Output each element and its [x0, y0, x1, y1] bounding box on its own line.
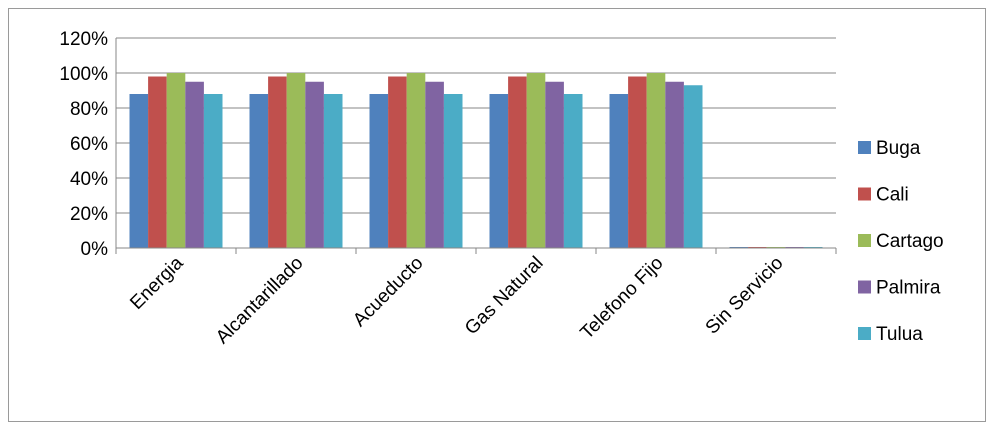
bar-cartago-4 [646, 73, 666, 248]
y-tick-label: 40% [70, 169, 108, 190]
bar-cartago-1 [286, 73, 306, 248]
bar-cali-3 [508, 76, 527, 248]
bar-cali-2 [388, 76, 407, 248]
category-label: Alcantarillado [212, 253, 308, 349]
y-tick-label: 60% [70, 134, 108, 155]
legend-label-cali: Cali [876, 185, 909, 206]
bars [129, 73, 823, 248]
y-tick-label: 20% [70, 204, 108, 225]
legend-swatch-buga [858, 141, 871, 154]
bar-buga-3 [489, 94, 509, 248]
legend-label-buga: Buga [876, 138, 921, 159]
legend-label-tulua: Tulua [876, 324, 923, 345]
legend-swatch-cartago [858, 234, 871, 247]
bar-palmira-2 [425, 81, 444, 248]
bar-palmira-1 [305, 81, 324, 248]
category-label: Telefono Fijo [577, 253, 668, 344]
bar-palmira-4 [665, 81, 684, 248]
bar-cali-1 [268, 76, 287, 248]
bar-cali-0 [148, 76, 167, 248]
bar-tulua-1 [323, 94, 343, 248]
category-labels: Energia Alcantarillado Acueducto Gas Natura… [126, 252, 787, 348]
bar-palmira-3 [545, 81, 564, 248]
y-tick-label: 80% [70, 99, 108, 120]
legend-label-palmira: Palmira [876, 278, 941, 299]
bar-cartago-2 [406, 73, 426, 248]
bar-palmira-0 [185, 81, 204, 248]
category-label: Gas Natural [461, 253, 548, 340]
legend: Buga Cali Cartago Palmira Tulua [858, 138, 944, 345]
y-tick-labels: 0% 20% 40% 60% 80% 100% 120% [59, 29, 108, 260]
legend-swatch-tulua [858, 327, 871, 340]
category-label: Energia [126, 252, 187, 313]
y-tick-label: 100% [59, 64, 108, 85]
bar-buga-1 [249, 94, 269, 248]
axes [115, 38, 837, 254]
bar-tulua-4 [683, 85, 703, 248]
bar-buga-2 [369, 94, 389, 248]
legend-swatch-cali [858, 187, 871, 201]
category-label: Sin Servicio [702, 253, 788, 339]
y-tick-label: 120% [59, 29, 108, 50]
legend-label-cartago: Cartago [876, 231, 944, 252]
gridlines [116, 37, 836, 214]
bar-tulua-0 [203, 94, 223, 248]
category-label: Acueducto [349, 253, 427, 331]
bar-cartago-3 [526, 73, 546, 248]
bar-buga-0 [129, 94, 149, 248]
legend-swatch-palmira [858, 280, 871, 294]
bar-cali-4 [628, 76, 647, 248]
bar-buga-4 [609, 94, 629, 248]
bar-tulua-3 [563, 94, 583, 248]
bar-tulua-2 [443, 94, 463, 248]
y-tick-label: 0% [81, 239, 109, 260]
bar-cartago-0 [166, 73, 186, 248]
